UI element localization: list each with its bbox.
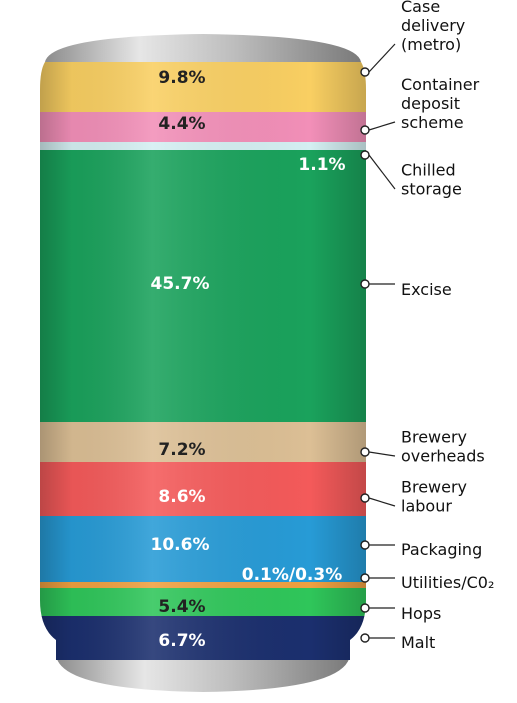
- callout-label: Malt: [401, 633, 435, 652]
- callout-label: Chilled storage: [401, 161, 462, 199]
- callout-line: [368, 497, 396, 507]
- callout-marker: [360, 633, 370, 643]
- callout-labels: Case delivery (metro) Container deposit schem…: [360, 0, 494, 652]
- callout-marker: [360, 603, 370, 613]
- callout-line: [368, 43, 396, 73]
- segment-labels: 9.8% 4.4% 1.1% 45.7% 7.2% 8.6% 10.6% 0.1%/0.3% 5…: [151, 68, 346, 651]
- segment-value-label: 45.7%: [151, 274, 210, 294]
- callout-marker: [360, 67, 370, 77]
- segment-value-label: 10.6%: [151, 535, 210, 555]
- callout-label: Utilities/C0₂: [401, 573, 494, 592]
- segment-value-label: 8.6%: [158, 487, 205, 507]
- segment-value-label: 1.1%: [298, 155, 345, 175]
- callout-marker: [360, 279, 370, 289]
- segment-value-label: 7.2%: [158, 440, 205, 460]
- segment-value-label: 9.8%: [158, 68, 205, 88]
- callout-marker: [360, 447, 370, 457]
- callout-marker: [360, 493, 370, 503]
- segment-chilled-storage: [40, 142, 366, 150]
- callout-marker: [360, 573, 370, 583]
- callout-label: Packaging: [401, 540, 482, 559]
- can-lid: [45, 34, 361, 62]
- callout-marker: [360, 150, 370, 160]
- callout-line: [368, 451, 396, 457]
- can-base: [56, 655, 350, 692]
- callout-label: Excise: [401, 280, 452, 299]
- callout-marker: [360, 125, 370, 135]
- callout-line: [368, 121, 396, 131]
- callout-label: Container deposit scheme: [401, 75, 480, 132]
- callout-marker: [360, 540, 370, 550]
- callout-label: Brewery overheads: [401, 428, 485, 466]
- callout-label: Case delivery (metro): [401, 0, 465, 54]
- callout-label: Hops: [401, 604, 441, 623]
- segment-value-label: 6.7%: [158, 631, 205, 651]
- segment-value-label: 4.4%: [158, 114, 205, 134]
- callout-label: Brewery labour: [401, 478, 467, 516]
- callout-line: [368, 154, 396, 190]
- segment-value-label: 0.1%/0.3%: [242, 565, 343, 585]
- segment-value-label: 5.4%: [158, 597, 205, 617]
